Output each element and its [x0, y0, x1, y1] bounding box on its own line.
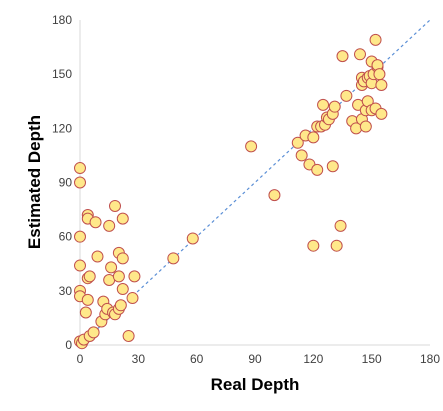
data-point-3: [74, 259, 86, 272]
y-tick-labels: 0 30 60 90 120 150 180: [52, 13, 72, 352]
x-tick-label-30: 30: [132, 352, 146, 366]
data-point-18: [91, 250, 104, 263]
y-tick-label-90: 90: [59, 176, 73, 190]
y-tick-label-120: 120: [52, 121, 72, 135]
data-point-40: [186, 232, 199, 245]
y-axis-title: Estimated Depth: [25, 115, 44, 249]
data-point-85: [375, 107, 388, 120]
data-point-80: [369, 33, 382, 46]
x-tick-labels: 0 30 60 90 120 150 180: [77, 352, 441, 366]
data-point-72: [359, 120, 372, 133]
data-point-57: [326, 160, 339, 173]
y-tick-label-0: 0: [65, 338, 72, 352]
data-point-9: [79, 306, 92, 319]
y-tick-label-150: 150: [52, 67, 72, 81]
x-tick-label-0: 0: [77, 352, 84, 366]
data-point-39: [167, 252, 180, 265]
data-point-37: [126, 292, 139, 305]
y-tick-label-30: 30: [59, 284, 73, 298]
data-point-49: [311, 163, 324, 176]
x-tick-label-120: 120: [303, 352, 323, 366]
data-point-16: [87, 326, 100, 339]
data-point-58: [328, 100, 341, 113]
data-points: [74, 33, 388, 350]
data-point-43: [291, 136, 304, 149]
data-point-28: [109, 199, 121, 212]
data-point-0: [74, 162, 86, 175]
data-point-52: [317, 98, 330, 111]
data-point-38: [128, 270, 141, 283]
data-point-23: [103, 219, 116, 232]
y-tick-label-60: 60: [59, 230, 73, 244]
data-point-46: [307, 131, 320, 144]
data-point-86: [375, 79, 388, 91]
data-point-2: [74, 230, 86, 243]
data-point-1: [74, 176, 86, 189]
data-point-17: [89, 216, 102, 229]
data-point-32: [114, 299, 127, 312]
data-point-25: [105, 261, 118, 274]
x-tick-label-180: 180: [420, 352, 440, 366]
data-point-61: [336, 50, 349, 63]
data-point-12: [83, 270, 96, 283]
x-tick-label-150: 150: [362, 352, 382, 366]
x-tick-label-60: 60: [190, 352, 204, 366]
data-point-33: [116, 212, 129, 225]
data-point-41: [245, 140, 258, 153]
data-point-48: [307, 239, 320, 252]
x-axis-title: Real Depth: [211, 375, 300, 394]
data-point-31: [112, 270, 125, 283]
data-point-34: [116, 252, 129, 265]
data-point-60: [334, 219, 347, 232]
data-point-59: [330, 239, 343, 252]
y-tick-label-180: 180: [52, 13, 72, 27]
data-point-35: [116, 283, 129, 296]
data-point-10: [81, 293, 94, 306]
data-point-42: [268, 189, 281, 202]
data-point-84: [373, 68, 386, 81]
data-point-44: [295, 149, 308, 162]
x-tick-label-90: 90: [248, 352, 262, 366]
data-point-36: [122, 329, 135, 342]
data-point-62: [340, 89, 353, 102]
data-point-66: [354, 48, 366, 61]
